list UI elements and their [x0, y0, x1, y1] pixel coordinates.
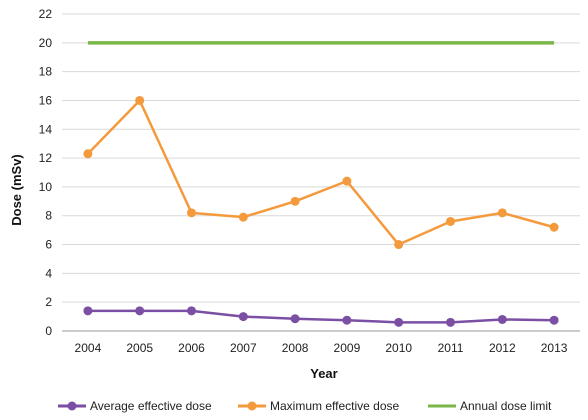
- data-point: [446, 317, 455, 327]
- data-point: [135, 95, 145, 105]
- series-maximum-effective-dose: [83, 95, 559, 250]
- legend-label: Annual dose limit: [460, 399, 552, 413]
- y-tick-label: 16: [39, 93, 53, 107]
- data-point: [187, 208, 196, 218]
- data-point: [394, 240, 404, 250]
- y-tick-label: 8: [45, 209, 52, 223]
- x-axis-title: Year: [310, 366, 337, 381]
- x-tick-label: 2012: [489, 341, 516, 355]
- data-point: [290, 196, 300, 206]
- y-tick-label: 14: [39, 122, 53, 136]
- data-point: [497, 208, 507, 218]
- data-series: [83, 41, 559, 327]
- y-tick-label: 10: [39, 180, 53, 194]
- legend-item: Maximum effective dose: [238, 399, 399, 413]
- x-tick-label: 2004: [75, 341, 102, 355]
- legend: Average effective dose Maximum effective …: [58, 399, 552, 413]
- y-tick-label: 12: [39, 151, 53, 165]
- y-tick-label: 0: [45, 324, 52, 338]
- y-tick-label: 18: [39, 65, 53, 79]
- legend-item: Annual dose limit: [428, 399, 552, 413]
- x-tick-labels: 2004 2005 2006 2007 2008 2009 2010 2011 2012 2013: [75, 341, 568, 355]
- y-tick-label: 6: [45, 238, 52, 252]
- x-tick-label: 2010: [385, 341, 412, 355]
- data-point: [394, 317, 404, 327]
- x-tick-label: 2008: [282, 341, 309, 355]
- x-tick-label: 2009: [334, 341, 361, 355]
- series-average-effective-dose: [83, 306, 559, 327]
- legend-marker: [247, 401, 257, 411]
- series-line: [87, 309, 555, 324]
- data-point: [290, 314, 300, 324]
- x-tick-label: 2007: [230, 341, 257, 355]
- x-tick-label: 2011: [438, 341, 464, 355]
- legend-item: Average effective dose: [58, 399, 212, 413]
- data-point: [187, 306, 196, 316]
- y-axis-title: Dose (mSv): [9, 154, 24, 226]
- x-tick-label: 2006: [178, 341, 205, 355]
- data-point: [83, 149, 93, 159]
- data-point: [446, 216, 455, 226]
- data-point: [135, 306, 145, 316]
- data-point: [497, 314, 507, 324]
- data-point: [238, 312, 248, 322]
- y-tick-label: 22: [39, 7, 53, 21]
- x-tick-label: 2005: [126, 341, 153, 355]
- data-point: [83, 306, 93, 316]
- series-line: [87, 99, 555, 246]
- y-tick-label: 2: [45, 295, 52, 309]
- data-point: [549, 315, 559, 325]
- gridlines: [62, 13, 580, 303]
- legend-label: Maximum effective dose: [270, 399, 399, 413]
- legend-label: Average effective dose: [90, 399, 212, 413]
- x-tick-label: 2013: [541, 341, 568, 355]
- data-point: [342, 315, 352, 325]
- y-tick-label: 20: [39, 36, 53, 50]
- data-point: [549, 222, 559, 232]
- data-point: [342, 176, 352, 186]
- y-tick-label: 4: [45, 266, 52, 280]
- legend-marker: [67, 401, 77, 411]
- y-tick-labels: 0 2 4 6 8 10 12 14 16 18 20 22: [39, 7, 53, 338]
- data-point: [238, 212, 248, 222]
